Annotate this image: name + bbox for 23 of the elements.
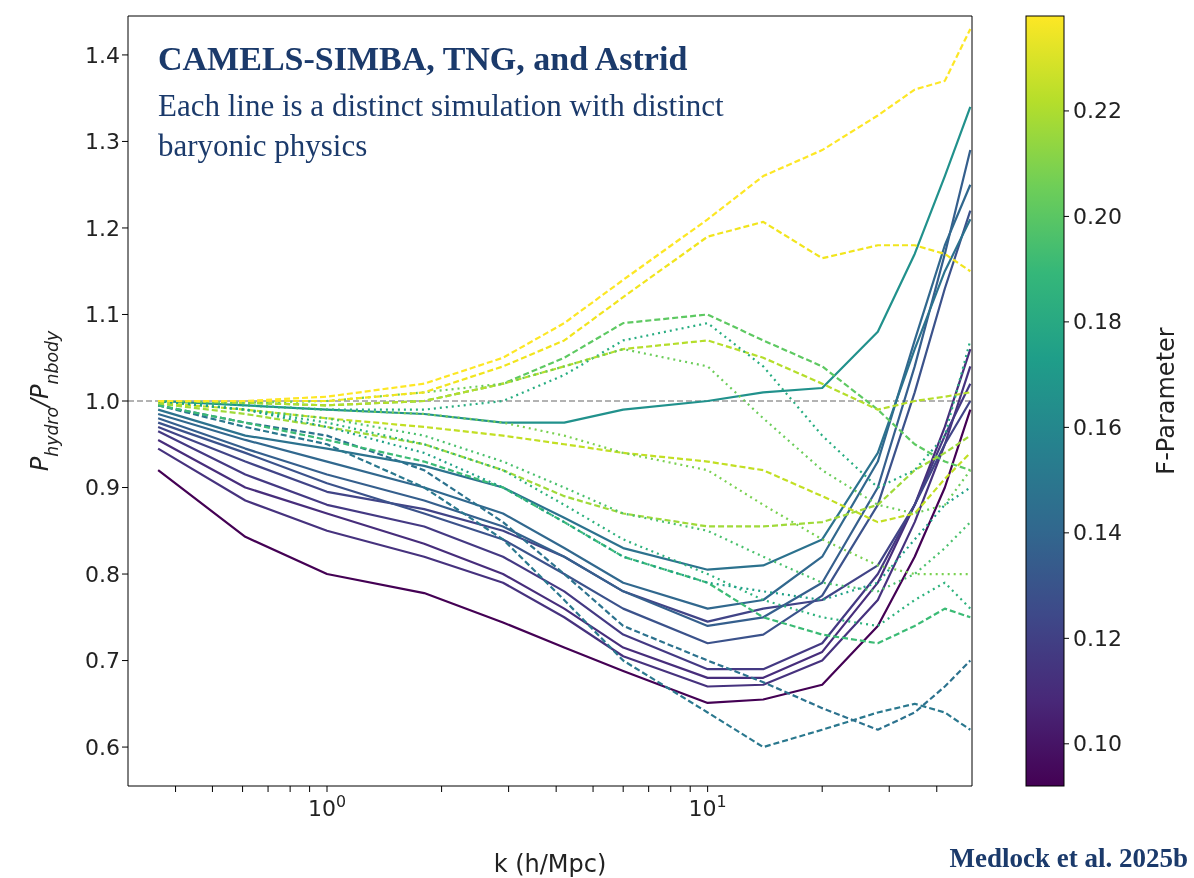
color-bar-label: 0.18: [1073, 309, 1122, 335]
x-tick-label: 10$^{1}$: [688, 791, 727, 821]
x-axis-title: k (h/Mpc): [493, 850, 607, 878]
text: Medlock et al. 2025b: [949, 843, 1188, 874]
color-bar-label: 0.14: [1073, 520, 1122, 546]
color-bar-label: 0.10: [1073, 731, 1122, 757]
color-bar-label: 0.22: [1073, 98, 1122, 124]
x-tick-label: 10$^{0}$: [307, 791, 347, 821]
y-tick-label: 0.8: [85, 561, 120, 587]
text: Each line is a distinct simulation with distinct baryonic physics: [158, 87, 725, 166]
color-bar-title: F-Parameter: [1152, 327, 1180, 475]
y-tick-label: 1.1: [85, 302, 120, 328]
y-tick-label: 0.7: [85, 648, 120, 674]
color-bar-label: 0.12: [1073, 625, 1122, 651]
y-tick-label: 1.2: [85, 215, 120, 241]
y-tick-label: 1.0: [85, 388, 120, 414]
color-bar-label: 0.20: [1073, 203, 1122, 229]
y-tick-label: 1.4: [85, 42, 120, 68]
y-tick-label: 0.6: [85, 734, 120, 760]
color-bar-label: 0.16: [1073, 414, 1122, 440]
y-tick-label: 1.3: [85, 129, 120, 155]
text: CAMELS-SIMBA, TNG, and Astrid: [158, 40, 689, 78]
y-tick-label: 0.9: [85, 475, 120, 501]
